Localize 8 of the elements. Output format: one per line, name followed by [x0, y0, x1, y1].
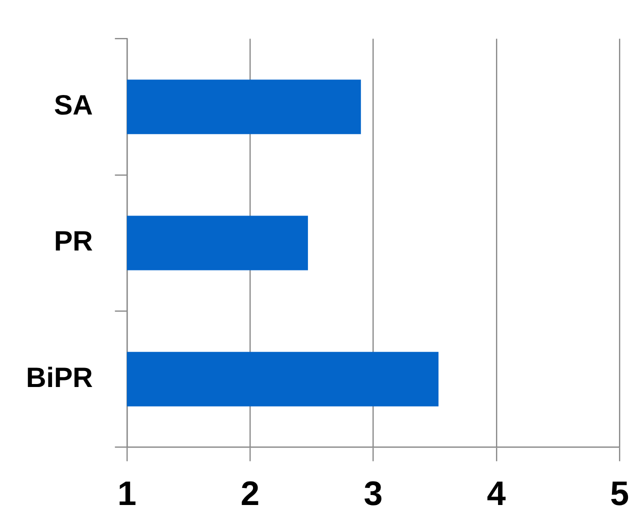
x-tick-label: 1 — [117, 474, 136, 513]
y-tick-label: PR — [54, 226, 93, 257]
y-tick-label: BiPR — [26, 362, 93, 393]
x-tick-label: 3 — [364, 474, 383, 513]
x-tick-label: 5 — [610, 474, 630, 513]
x-tick-label: 4 — [486, 474, 506, 513]
y-tick-label: SA — [54, 90, 93, 121]
x-tick-label: 2 — [240, 474, 260, 513]
